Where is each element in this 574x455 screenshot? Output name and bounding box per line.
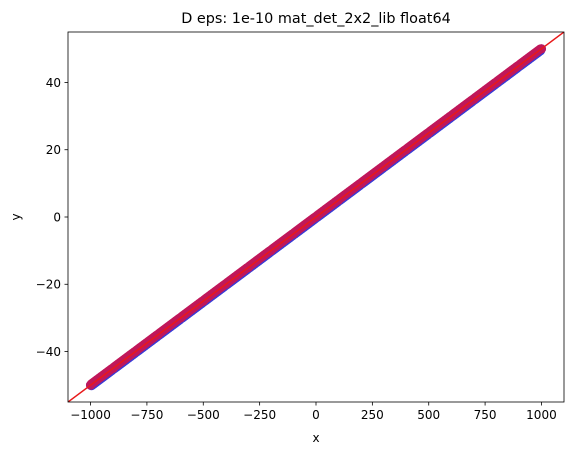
x-tick-label: −250: [243, 408, 276, 422]
reference-line: [68, 32, 564, 402]
y-tick-label: 40: [46, 76, 61, 90]
y-tick-label: 20: [46, 143, 61, 157]
x-tick-label: 750: [474, 408, 497, 422]
x-axis-label: x: [312, 431, 319, 445]
axes: −1000 −750 −500 −250 0 250 500 750 1000 −40 −20 0 20…: [36, 31, 565, 422]
x-tick-label: 250: [361, 408, 384, 422]
x-tick-label: −500: [187, 408, 220, 422]
chart-title: D eps: 1e-10 mat_det_2x2_lib float64: [181, 11, 451, 27]
y-tick-label: 0: [53, 210, 61, 224]
y-tick-label: −20: [36, 278, 61, 292]
y-axis-label: y: [9, 213, 23, 220]
x-tick-label: −1000: [70, 408, 111, 422]
x-tick-label: 0: [312, 408, 320, 422]
plot-area: [68, 32, 564, 402]
x-tick-label: −750: [130, 408, 163, 422]
x-tick-label: 500: [417, 408, 440, 422]
x-tick-label: 1000: [526, 408, 557, 422]
y-tick-label: −40: [36, 345, 61, 359]
